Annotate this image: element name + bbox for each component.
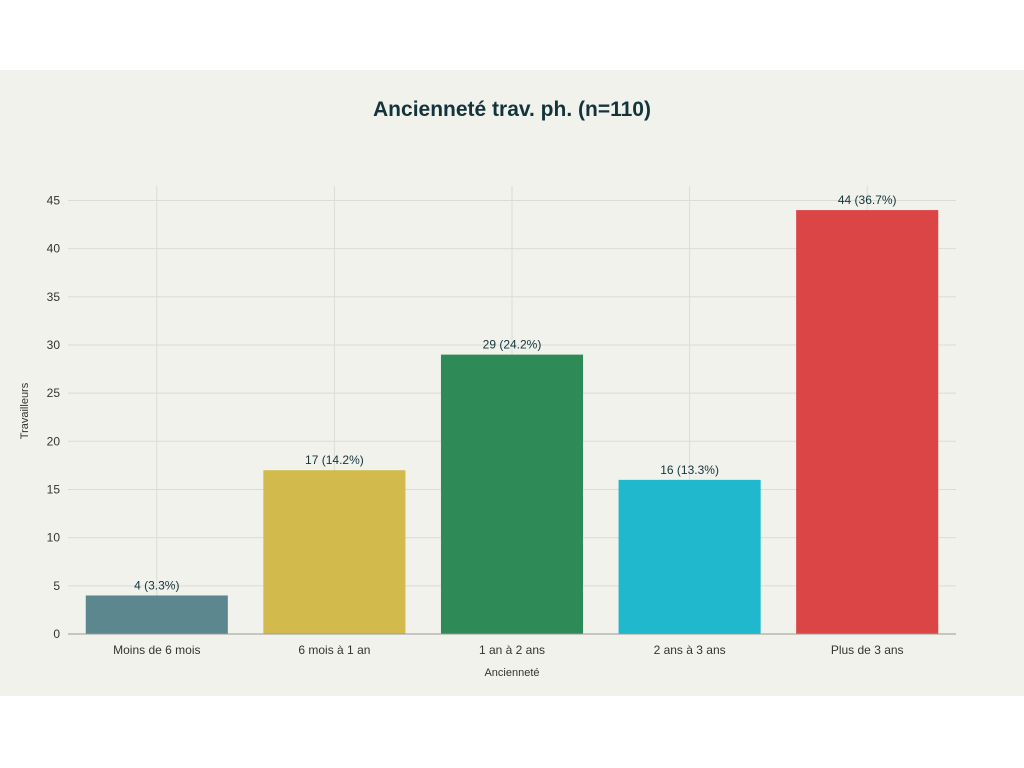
y-tick-label: 5	[53, 579, 60, 593]
y-tick-label: 15	[47, 482, 61, 496]
x-axis-label: Ancienneté	[484, 667, 539, 679]
chart-panel: Ancienneté trav. ph. (n=110) 4 (3.3%) 17 …	[0, 70, 1024, 696]
bar-chart: Ancienneté trav. ph. (n=110) 4 (3.3%) 17 …	[19, 98, 956, 679]
y-tick-label: 20	[47, 434, 61, 448]
bar	[85, 595, 228, 634]
bar-data-label: 16 (13.3%)	[660, 463, 719, 477]
x-tick-label: 1 an à 2 ans	[479, 643, 545, 657]
chart-title: Ancienneté trav. ph. (n=110)	[373, 98, 651, 121]
y-tick-label: 25	[47, 386, 61, 400]
bar-data-label: 44 (36.7%)	[838, 193, 897, 207]
y-tick-label: 35	[47, 290, 61, 304]
bar-data-label: 17 (14.2%)	[305, 453, 364, 467]
data-label-layer: 4 (3.3%) 17 (14.2%) 29 (24.2%) 16 (13.3%) 44…	[134, 193, 896, 592]
x-tick-label: 2 ans à 3 ans	[654, 643, 726, 657]
tick-layer: 0 5 10 15 20 25 30 35 40 45 Moins de 6 mois 6 mois …	[47, 193, 956, 657]
y-tick-label: 30	[47, 338, 61, 352]
bar-layer	[85, 210, 939, 634]
x-tick-label: 6 mois à 1 an	[298, 643, 370, 657]
bar	[618, 479, 761, 634]
bar	[796, 210, 939, 634]
x-tick-label: Plus de 3 ans	[831, 643, 904, 657]
y-tick-label: 10	[47, 531, 61, 545]
y-tick-label: 45	[47, 193, 61, 207]
bar-data-label: 29 (24.2%)	[483, 338, 542, 352]
y-tick-label: 0	[53, 627, 60, 641]
y-tick-label: 40	[47, 242, 61, 256]
y-axis-label: Travailleurs	[19, 382, 31, 439]
x-tick-label: Moins de 6 mois	[113, 643, 200, 657]
bar	[263, 470, 406, 634]
bar-data-label: 4 (3.3%)	[134, 578, 179, 592]
bar	[440, 354, 584, 634]
